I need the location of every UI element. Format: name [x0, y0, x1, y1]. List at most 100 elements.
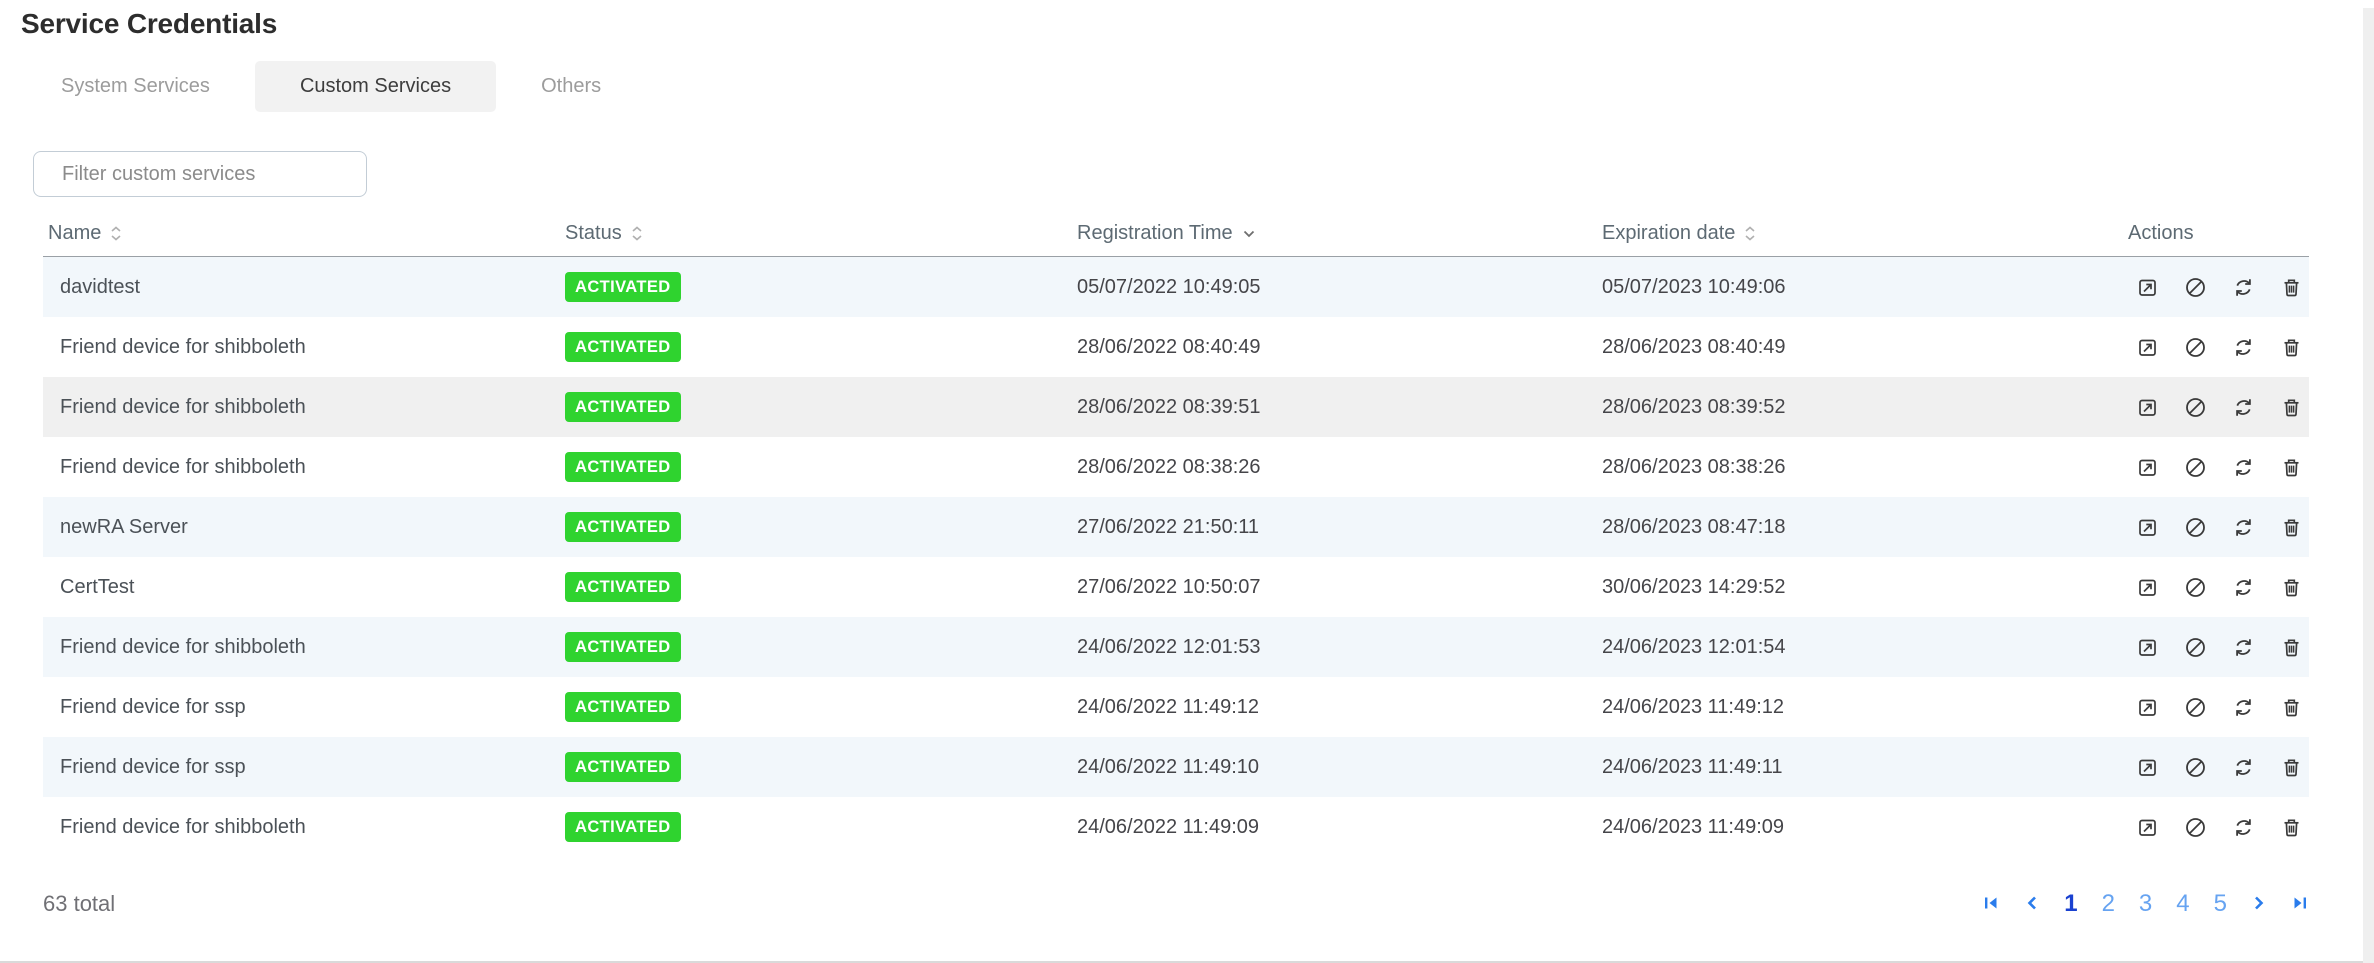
trash-icon	[2280, 516, 2303, 539]
service-name: Friend device for shibboleth	[60, 455, 306, 478]
column-header-status[interactable]: Status	[565, 222, 1077, 245]
open-icon	[2136, 456, 2159, 479]
expiration-date: 24/06/2023 11:49:11	[1602, 755, 1783, 778]
column-header-name[interactable]: Name	[43, 222, 565, 245]
table-row[interactable]: Friend device for shibboleth ACTIVATED 2…	[43, 437, 2309, 497]
open-action-button[interactable]	[2136, 276, 2159, 299]
delete-action-button[interactable]	[2280, 336, 2303, 359]
renew-action-button[interactable]	[2232, 456, 2255, 479]
renew-action-button[interactable]	[2232, 516, 2255, 539]
pagination-prev-button[interactable]	[2024, 894, 2040, 915]
trash-icon	[2280, 456, 2303, 479]
filter-input[interactable]	[33, 151, 367, 197]
pagination-next-button[interactable]	[2251, 894, 2267, 915]
revoke-action-button[interactable]	[2184, 456, 2207, 479]
open-icon	[2136, 816, 2159, 839]
ban-icon	[2184, 456, 2207, 479]
renew-icon	[2232, 516, 2255, 539]
row-actions	[2128, 696, 2309, 719]
revoke-action-button[interactable]	[2184, 276, 2207, 299]
revoke-action-button[interactable]	[2184, 696, 2207, 719]
renew-action-button[interactable]	[2232, 336, 2255, 359]
delete-action-button[interactable]	[2280, 756, 2303, 779]
revoke-action-button[interactable]	[2184, 756, 2207, 779]
table-row[interactable]: Friend device for ssp ACTIVATED 24/06/20…	[43, 677, 2309, 737]
renew-action-button[interactable]	[2232, 576, 2255, 599]
page-number-4[interactable]: 4	[2176, 890, 2190, 917]
row-actions	[2128, 276, 2309, 299]
revoke-action-button[interactable]	[2184, 516, 2207, 539]
page-number-1[interactable]: 1	[2064, 890, 2078, 917]
status-badge: ACTIVATED	[565, 572, 681, 602]
pagination-first-button[interactable]	[1982, 894, 2000, 915]
page-number-3[interactable]: 3	[2138, 890, 2153, 917]
delete-action-button[interactable]	[2280, 696, 2303, 719]
last-page-icon	[2291, 894, 2309, 915]
delete-action-button[interactable]	[2280, 396, 2303, 419]
open-action-button[interactable]	[2136, 816, 2159, 839]
ban-icon	[2184, 816, 2207, 839]
table-row[interactable]: Friend device for shibboleth ACTIVATED 2…	[43, 617, 2309, 677]
delete-action-button[interactable]	[2280, 456, 2303, 479]
page-number-2[interactable]: 2	[2101, 890, 2115, 917]
registration-time: 05/07/2022 10:49:05	[1077, 275, 1261, 298]
renew-action-button[interactable]	[2232, 756, 2255, 779]
renew-action-button[interactable]	[2232, 816, 2255, 839]
table-row[interactable]: newRA Server ACTIVATED 27/06/2022 21:50:…	[43, 497, 2309, 557]
open-action-button[interactable]	[2136, 516, 2159, 539]
open-action-button[interactable]	[2136, 396, 2159, 419]
open-action-button[interactable]	[2136, 636, 2159, 659]
table-row[interactable]: Friend device for shibboleth ACTIVATED 2…	[43, 377, 2309, 437]
open-action-button[interactable]	[2136, 696, 2159, 719]
trash-icon	[2280, 576, 2303, 599]
row-actions	[2128, 336, 2309, 359]
renew-action-button[interactable]	[2232, 276, 2255, 299]
row-actions	[2128, 636, 2309, 659]
page-number-5[interactable]: 5	[2213, 890, 2227, 917]
renew-action-button[interactable]	[2232, 696, 2255, 719]
service-name: Friend device for shibboleth	[60, 815, 306, 838]
table-body: davidtest ACTIVATED 05/07/2022 10:49:05 …	[43, 257, 2309, 857]
open-action-button[interactable]	[2136, 456, 2159, 479]
delete-action-button[interactable]	[2280, 636, 2303, 659]
column-header-expiration-date[interactable]: Expiration date	[1602, 222, 2128, 245]
delete-action-button[interactable]	[2280, 276, 2303, 299]
registration-time: 28/06/2022 08:38:26	[1077, 455, 1261, 478]
table-row[interactable]: CertTest ACTIVATED 27/06/2022 10:50:07 3…	[43, 557, 2309, 617]
row-actions	[2128, 516, 2309, 539]
table-row[interactable]: Friend device for shibboleth ACTIVATED 2…	[43, 317, 2309, 377]
chevron-left-icon	[2024, 894, 2040, 915]
service-name: Friend device for ssp	[60, 695, 246, 718]
revoke-action-button[interactable]	[2184, 576, 2207, 599]
registration-time: 24/06/2022 11:49:09	[1077, 815, 1260, 838]
open-action-button[interactable]	[2136, 576, 2159, 599]
open-icon	[2136, 696, 2159, 719]
revoke-action-button[interactable]	[2184, 396, 2207, 419]
revoke-action-button[interactable]	[2184, 816, 2207, 839]
delete-action-button[interactable]	[2280, 576, 2303, 599]
page-title: Service Credentials	[21, 8, 278, 39]
pagination-last-button[interactable]	[2291, 894, 2309, 915]
revoke-action-button[interactable]	[2184, 636, 2207, 659]
tab-others[interactable]: Others	[541, 75, 602, 97]
renew-icon	[2232, 456, 2255, 479]
delete-action-button[interactable]	[2280, 516, 2303, 539]
renew-action-button[interactable]	[2232, 396, 2255, 419]
status-badge: ACTIVATED	[565, 812, 681, 842]
delete-action-button[interactable]	[2280, 816, 2303, 839]
open-action-button[interactable]	[2136, 756, 2159, 779]
renew-action-button[interactable]	[2232, 636, 2255, 659]
column-header-registration-time[interactable]: Registration Time	[1077, 222, 1602, 245]
registration-time: 24/06/2022 11:49:12	[1077, 695, 1260, 718]
revoke-action-button[interactable]	[2184, 336, 2207, 359]
tab-system-services[interactable]: System Services	[61, 75, 210, 97]
vertical-scrollbar[interactable]	[2363, 8, 2374, 963]
table-row[interactable]: Friend device for ssp ACTIVATED 24/06/20…	[43, 737, 2309, 797]
status-badge: ACTIVATED	[565, 332, 681, 362]
open-action-button[interactable]	[2136, 336, 2159, 359]
table-row[interactable]: davidtest ACTIVATED 05/07/2022 10:49:05 …	[43, 257, 2309, 317]
status-badge: ACTIVATED	[565, 692, 681, 722]
table-row[interactable]: Friend device for shibboleth ACTIVATED 2…	[43, 797, 2309, 857]
tab-custom-services[interactable]: Custom Services	[254, 61, 497, 112]
